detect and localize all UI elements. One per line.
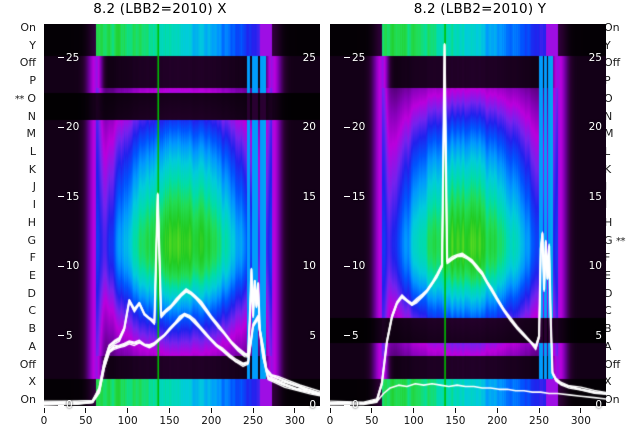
y-tick-5-r-x: 5 (309, 329, 316, 342)
y-tick-5-l-x: 5 (58, 331, 73, 342)
row-label-x-left: X (28, 375, 36, 389)
y-tick-15-r-y: 15 (588, 190, 602, 203)
row-label-a-right: A (604, 339, 612, 353)
row-label-l-right: L (604, 145, 611, 158)
row-label-b-right: B (604, 322, 612, 336)
row-label-f-right: F (604, 251, 611, 265)
row-label-i-left: I (32, 198, 36, 212)
x-tick-200-y: 200 (477, 408, 517, 427)
row-label-m-left: M (26, 127, 37, 141)
row-label-b-left: B (28, 322, 36, 336)
row-label-h-right: H (604, 215, 613, 229)
y-tick-10-l-x: 10 (58, 261, 79, 272)
row-label-on-right: On (604, 21, 620, 34)
panel-y: 8.2 (LBB2=2010) Y 0 0 5 5 10 10 15 15 20 20 25 25 0 5… (320, 0, 640, 440)
x-tick-300-y: 300 (561, 408, 601, 427)
heatmap-y (330, 24, 606, 406)
y-tick-15-r-x: 15 (302, 190, 316, 203)
row-label-a-left: A (28, 339, 36, 353)
row-label-y-right: Y (604, 38, 611, 52)
y-tick-15-l-x: 15 (58, 192, 79, 203)
row-label-o-left: ** O (14, 91, 36, 105)
row-label-l-left: L (29, 145, 36, 158)
row-label-x-right: X (604, 375, 612, 389)
row-label-m-right: M (604, 127, 614, 141)
row-label-c-left: C (28, 304, 36, 318)
row-label-g-right: G ** (604, 233, 626, 247)
row-label-gutter-left: On Y Off P ** O N M L K J I H G F E D C B A Off X On (0, 0, 40, 440)
y-tick-20-r-y: 20 (588, 121, 602, 134)
row-label-off-left: Off (19, 357, 36, 371)
row-label-h-left: H (27, 215, 36, 229)
x-axis-x: 0 50 100 150 200 250 300 (41, 408, 320, 442)
x-tick-200-x: 200 (191, 408, 231, 427)
x-tick-0-y: 0 (310, 408, 350, 427)
row-label-on-left: On (20, 21, 36, 34)
y-tick-10-r-x: 10 (302, 260, 316, 273)
y-tick-20-l-x: 20 (58, 122, 79, 133)
x-tick-300-x: 300 (275, 408, 315, 427)
y-tick-10-l-y: 10 (344, 261, 365, 272)
row-label-off-right: Off (604, 357, 621, 371)
row-label-c-right: C (604, 304, 612, 318)
y-tick-25-r-x: 25 (302, 51, 316, 64)
row-label-p-right: P (604, 74, 611, 88)
y-tick-5-r-y: 5 (595, 329, 602, 342)
heatmap-x (44, 24, 320, 406)
y-tick-0-l-y: 0 (344, 400, 359, 411)
row-label-n-left: N (27, 109, 36, 123)
x-tick-50-x: 50 (66, 408, 106, 427)
row-label-k-left: K (28, 162, 36, 176)
spectrogram-canvas-x (44, 24, 320, 406)
y-tick-25-r-y: 25 (588, 51, 602, 64)
y-tick-5-l-y: 5 (344, 331, 359, 342)
row-label-d-right: D (604, 286, 613, 300)
y-tick-0-r-x: 0 (309, 399, 316, 411)
x-tick-100-x: 100 (108, 408, 148, 427)
panel-x: 8.2 (LBB2=2010) X 0 0 5 5 10 10 15 15 20 20 25 25 0 5… (0, 0, 320, 440)
y-tick-25-l-x: 25 (58, 53, 79, 64)
y-tick-0-r-y: 0 (595, 399, 602, 411)
row-label-n-right: N (604, 109, 613, 123)
row-label-f-left: F (29, 251, 36, 265)
y-tick-0-l-x: 0 (58, 400, 73, 411)
x-tick-250-y: 250 (519, 408, 559, 427)
x-tick-250-x: 250 (233, 408, 273, 427)
row-label-g-left: G (27, 233, 36, 247)
x-tick-50-y: 50 (352, 408, 392, 427)
panel-y-title: 8.2 (LBB2=2010) Y (413, 1, 547, 17)
row-label-p-left: P (29, 74, 36, 88)
row-label-on-left: On (20, 393, 36, 406)
x-axis-y: 0 50 100 150 200 250 300 (327, 408, 606, 442)
panel-x-title: 8.2 (LBB2=2010) X (93, 1, 227, 17)
y-tick-20-r-x: 20 (302, 121, 316, 134)
row-label-d-left: D (27, 286, 36, 300)
y-tick-15-l-y: 15 (344, 192, 365, 203)
spectrogram-canvas-y (330, 24, 606, 406)
row-label-off-right: Off (604, 56, 621, 70)
x-tick-150-y: 150 (435, 408, 475, 427)
x-tick-150-x: 150 (149, 408, 189, 427)
row-label-e-right: E (604, 269, 611, 282)
row-label-off-left: Off (19, 56, 36, 70)
row-label-j-left: J (32, 180, 36, 194)
y-tick-10-r-y: 10 (588, 260, 602, 273)
row-label-o-right: O (604, 91, 613, 105)
row-label-on-right: On (604, 393, 620, 406)
y-tick-25-l-y: 25 (344, 53, 365, 64)
row-label-y-left: Y (29, 38, 36, 52)
x-tick-100-y: 100 (394, 408, 434, 427)
y-tick-20-l-y: 20 (344, 122, 365, 133)
row-label-e-left: E (29, 269, 36, 282)
row-label-k-right: K (604, 162, 612, 176)
x-tick-0-x: 0 (24, 408, 64, 427)
